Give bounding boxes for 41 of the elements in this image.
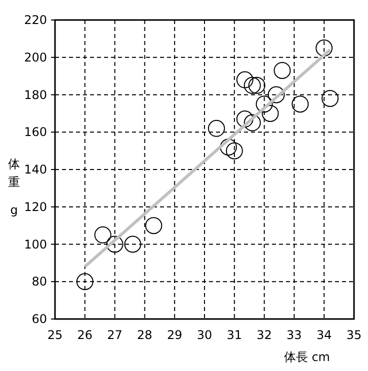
point bbox=[316, 40, 333, 57]
point bbox=[256, 96, 273, 113]
y-tick-label: 220 bbox=[24, 13, 47, 27]
point bbox=[208, 120, 225, 137]
point bbox=[94, 226, 112, 244]
x-tick-label: 26 bbox=[77, 328, 93, 342]
point bbox=[244, 114, 261, 132]
y-tick-label: 80 bbox=[32, 274, 47, 289]
point bbox=[124, 236, 142, 253]
y-tick-label: 100 bbox=[24, 237, 47, 252]
y-tick-label: 120 bbox=[24, 200, 47, 214]
y-tick-label: 200 bbox=[24, 50, 47, 64]
x-tick-label: 25 bbox=[47, 328, 63, 342]
x-tick-label: 31 bbox=[226, 328, 242, 342]
x-tick-label: 32 bbox=[256, 328, 272, 342]
x-tick-label: 34 bbox=[316, 328, 332, 342]
y-axis-title: 体重 g bbox=[8, 157, 20, 217]
x-tick-label: 27 bbox=[107, 328, 122, 342]
point bbox=[76, 273, 94, 290]
point bbox=[236, 71, 254, 88]
point bbox=[220, 138, 237, 156]
x-tick-label: 28 bbox=[137, 328, 152, 342]
x-axis-title: 体長 cm bbox=[284, 350, 330, 364]
point bbox=[226, 142, 243, 160]
x-tick-label: 35 bbox=[346, 328, 362, 342]
point bbox=[274, 62, 291, 79]
point bbox=[268, 86, 285, 104]
y-tick-label: 160 bbox=[24, 125, 47, 140]
x-tick-label: 33 bbox=[286, 328, 302, 342]
point bbox=[236, 110, 254, 128]
y-tick-label: 60 bbox=[32, 312, 47, 326]
point bbox=[244, 76, 261, 94]
point bbox=[248, 76, 266, 94]
y-tick-label: 140 bbox=[24, 162, 47, 176]
point bbox=[145, 217, 162, 234]
point bbox=[292, 96, 309, 113]
point bbox=[322, 90, 339, 107]
x-tick-label: 30 bbox=[196, 328, 212, 342]
y-tick-label: 180 bbox=[24, 88, 47, 102]
x-tick-label: 29 bbox=[166, 328, 182, 342]
point bbox=[106, 236, 124, 253]
